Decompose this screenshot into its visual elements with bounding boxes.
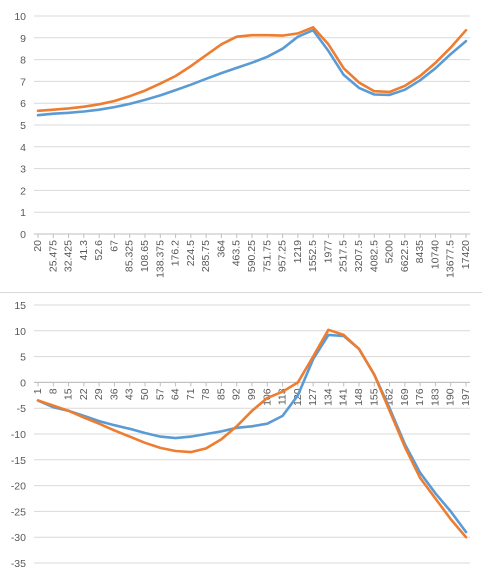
- y-tick-label: -25: [11, 506, 26, 518]
- x-tick-label: 1552.5: [307, 240, 319, 272]
- y-tick-label: 1: [20, 207, 26, 219]
- x-tick-label: 176: [414, 388, 426, 406]
- x-tick-label: 43: [124, 388, 136, 400]
- y-tick-label: -35: [11, 558, 26, 570]
- y-tick-label: 5: [20, 120, 26, 132]
- x-tick-label: 590.25: [246, 240, 258, 272]
- y-tick-label: 2: [20, 185, 26, 197]
- x-tick-label: 85: [215, 388, 227, 400]
- x-tick-label: 127: [307, 388, 319, 406]
- x-tick-label: 41.3: [78, 240, 90, 261]
- x-tick-label: 64: [170, 388, 182, 400]
- series-line-2: [36, 25, 468, 113]
- y-tick-label: 0: [20, 229, 26, 241]
- y-tick-label: 4: [20, 142, 26, 154]
- series-line-1: [36, 28, 468, 117]
- y-tick-label: 7: [20, 76, 26, 88]
- x-tick-label: 197: [460, 388, 472, 406]
- x-tick-label: 176.2: [170, 240, 182, 266]
- chart-top: 0 1 2 3 4 5 6 7 8 9 10 20 25.475 32.425 41.3 52.6 67 85.3…: [14, 11, 472, 278]
- y-tick-label: 5: [20, 352, 26, 364]
- x-tick-label: 751.75: [261, 240, 273, 272]
- x-tick-label: 138.375: [154, 240, 166, 278]
- x-tick-label: 169: [399, 388, 411, 406]
- y-tick-label: 3: [20, 164, 26, 176]
- x-tick-label: 8: [47, 388, 59, 394]
- x-tick-label: 67: [108, 240, 120, 252]
- x-tick-label: 5200: [384, 240, 396, 264]
- x-tick-label: 1: [32, 388, 44, 394]
- x-tick-label: 20: [32, 240, 44, 252]
- chart-bottom: -35 -30 -25 -20 -15 -10 -5 0 5 10 15 1 8 15 22 29 36 43 50…: [0, 292, 482, 579]
- y-tick-label: -20: [11, 481, 26, 493]
- x-tick-label: 957.25: [277, 240, 289, 272]
- x-tick-label: 36: [108, 388, 120, 400]
- x-tick-label: 8435: [414, 240, 426, 264]
- y-tick-label: -10: [11, 429, 26, 441]
- x-tick-label: 50: [139, 388, 151, 400]
- y-tick-label: 8: [20, 55, 26, 67]
- x-tick-label: 17420: [460, 240, 472, 269]
- x-tick-label: 224.5: [185, 240, 197, 266]
- x-tick-label: 463.5: [231, 240, 243, 266]
- x-tick-label: 78: [200, 388, 212, 400]
- x-tick-label: 4082.5: [368, 240, 380, 272]
- x-tick-label: 2517.5: [338, 240, 350, 272]
- y-tick-label: 6: [20, 98, 26, 110]
- series-line-1: [36, 333, 468, 534]
- x-tick-label: 13677.5: [445, 240, 457, 278]
- x-tick-label: 85.325: [124, 240, 136, 272]
- x-tick-label: 364: [215, 240, 227, 258]
- x-tick-label: 134: [322, 388, 334, 406]
- x-tick-label: 99: [246, 388, 258, 400]
- x-tick-label: 15: [63, 388, 75, 400]
- x-tick-label: 148: [353, 388, 365, 406]
- x-tick-label: 92: [231, 388, 243, 400]
- y-tick-label: 15: [14, 300, 26, 312]
- x-tick-label: 6622.5: [399, 240, 411, 272]
- y-tick-label: 0: [20, 377, 26, 389]
- x-tick-label: 3207.5: [353, 240, 365, 272]
- x-tick-label: 108.65: [139, 240, 151, 272]
- x-tick-label: 10740: [429, 240, 441, 269]
- x-tick-label: 285.75: [200, 240, 212, 272]
- y-tick-label: 10: [14, 11, 26, 23]
- x-tick-label: 183: [429, 388, 441, 406]
- x-tick-label: 155: [368, 388, 380, 406]
- series-line-2: [36, 328, 468, 539]
- x-tick-label: 1977: [322, 240, 334, 264]
- x-tick-label: 190: [445, 388, 457, 406]
- x-tick-label: 22: [78, 388, 90, 400]
- x-tick-label: 141: [338, 388, 350, 406]
- x-tick-label: 1219: [292, 240, 304, 264]
- y-tick-label: -5: [17, 403, 26, 415]
- y-tick-label: 9: [20, 33, 26, 45]
- y-tick-label: 10: [14, 326, 26, 338]
- x-tick-label: 32.425: [63, 240, 75, 272]
- x-tick-label: 52.6: [93, 240, 105, 261]
- y-tick-label: -30: [11, 532, 26, 544]
- x-tick-label: 71: [185, 388, 197, 400]
- y-tick-label: -15: [11, 455, 26, 467]
- x-tick-label: 25.475: [47, 240, 59, 272]
- x-tick-label: 29: [93, 388, 105, 400]
- x-tick-label: 57: [154, 388, 166, 400]
